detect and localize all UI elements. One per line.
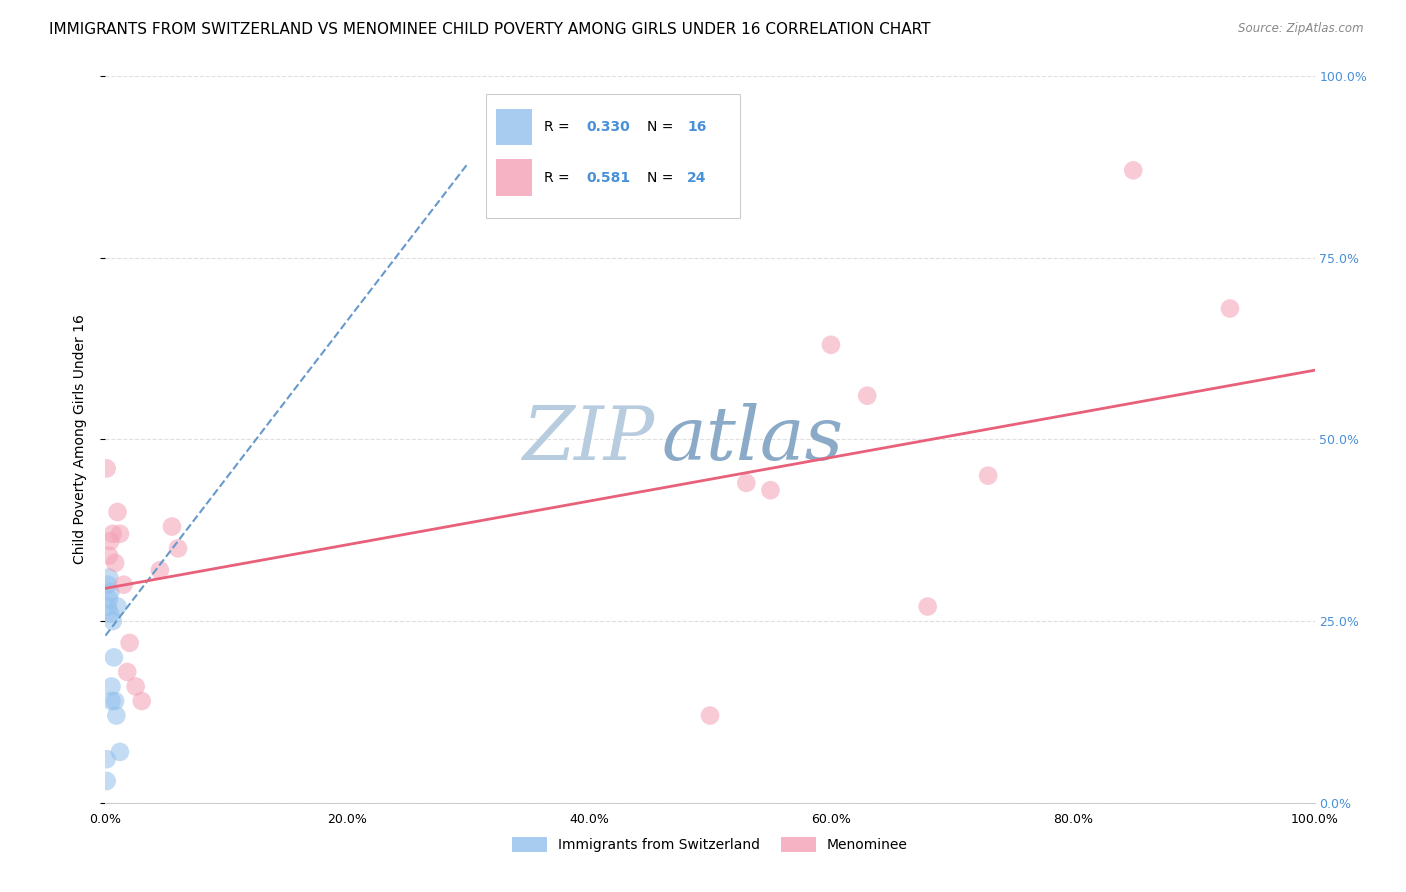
FancyBboxPatch shape: [486, 94, 741, 218]
Point: [977, 468, 1000, 483]
Point: [105, 708, 128, 723]
Text: ZIP: ZIP: [523, 403, 655, 475]
Point: [101, 614, 124, 628]
Point: [1219, 301, 1241, 316]
Point: [118, 636, 141, 650]
Point: [98, 570, 121, 584]
Point: [108, 745, 131, 759]
Point: [103, 650, 125, 665]
Text: atlas: atlas: [662, 403, 844, 475]
Legend: Immigrants from Switzerland, Menominee: Immigrants from Switzerland, Menominee: [506, 831, 914, 857]
Point: [104, 694, 127, 708]
Point: [820, 338, 842, 352]
Point: [98, 592, 121, 607]
Point: [104, 556, 127, 570]
Point: [98, 607, 121, 621]
Point: [167, 541, 190, 556]
Point: [96, 774, 118, 789]
Bar: [496, 160, 533, 195]
Text: Source: ZipAtlas.com: Source: ZipAtlas.com: [1239, 22, 1364, 36]
Point: [108, 526, 131, 541]
Point: [115, 665, 138, 679]
Point: [100, 694, 122, 708]
Text: 16: 16: [688, 120, 706, 134]
Point: [160, 519, 183, 533]
Point: [107, 599, 129, 614]
Text: 0.581: 0.581: [586, 170, 631, 185]
Point: [101, 526, 124, 541]
Text: 0.330: 0.330: [586, 120, 630, 134]
Point: [856, 389, 879, 403]
Point: [149, 563, 172, 577]
Point: [131, 694, 153, 708]
Y-axis label: Child Poverty Among Girls Under 16: Child Poverty Among Girls Under 16: [73, 314, 87, 565]
Point: [124, 680, 148, 694]
Point: [759, 483, 782, 498]
Text: N =: N =: [647, 120, 678, 134]
Text: R =: R =: [544, 170, 575, 185]
Bar: [496, 109, 533, 145]
Text: N =: N =: [647, 170, 678, 185]
Text: R =: R =: [544, 120, 575, 134]
Text: 24: 24: [688, 170, 707, 185]
Point: [96, 752, 118, 766]
Point: [98, 534, 121, 549]
Point: [98, 585, 121, 599]
Point: [699, 708, 721, 723]
Point: [917, 599, 939, 614]
Point: [1122, 163, 1144, 178]
Point: [107, 505, 129, 519]
Point: [98, 549, 121, 563]
Point: [96, 461, 118, 475]
Text: IMMIGRANTS FROM SWITZERLAND VS MENOMINEE CHILD POVERTY AMONG GIRLS UNDER 16 CORR: IMMIGRANTS FROM SWITZERLAND VS MENOMINEE…: [49, 22, 931, 37]
Point: [112, 578, 135, 592]
Point: [97, 578, 120, 592]
Point: [100, 680, 122, 694]
Point: [97, 599, 120, 614]
Point: [735, 475, 758, 490]
